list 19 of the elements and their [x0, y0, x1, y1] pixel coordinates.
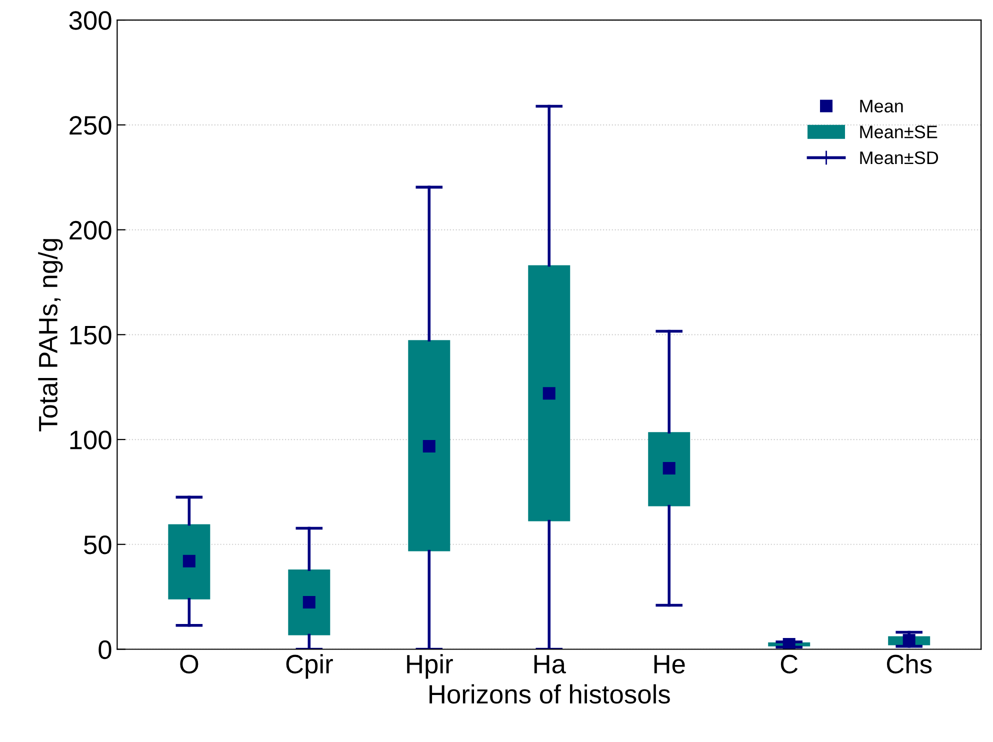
x-tick-label: Hpir — [407, 654, 453, 679]
y-axis-title: Total PAHs, ng/g — [38, 239, 63, 432]
y-tick-label: 300 — [69, 11, 112, 30]
x-tick-label: O — [180, 654, 198, 674]
x-tick-label: Cpir — [286, 654, 333, 679]
y-tick-label: 50 — [84, 536, 112, 554]
x-tick-label: Ha — [534, 655, 566, 674]
y-tick-label: 150 — [70, 326, 112, 344]
x-tick-label: Chs — [886, 654, 932, 674]
x-tick-label: C — [780, 654, 798, 674]
y-tick-label: 0 — [98, 640, 112, 660]
y-tick-label: 200 — [70, 220, 112, 240]
x-axis-title: Horizons of histosols — [430, 684, 670, 704]
y-tick-label: 250 — [70, 116, 112, 135]
y-tick-label: 100 — [70, 430, 112, 450]
annotation: Mean±SD — [860, 151, 938, 164]
x-tick-label: He — [654, 655, 685, 674]
annotation: Mean±SE — [860, 126, 938, 138]
annotation: Mean — [860, 100, 903, 112]
